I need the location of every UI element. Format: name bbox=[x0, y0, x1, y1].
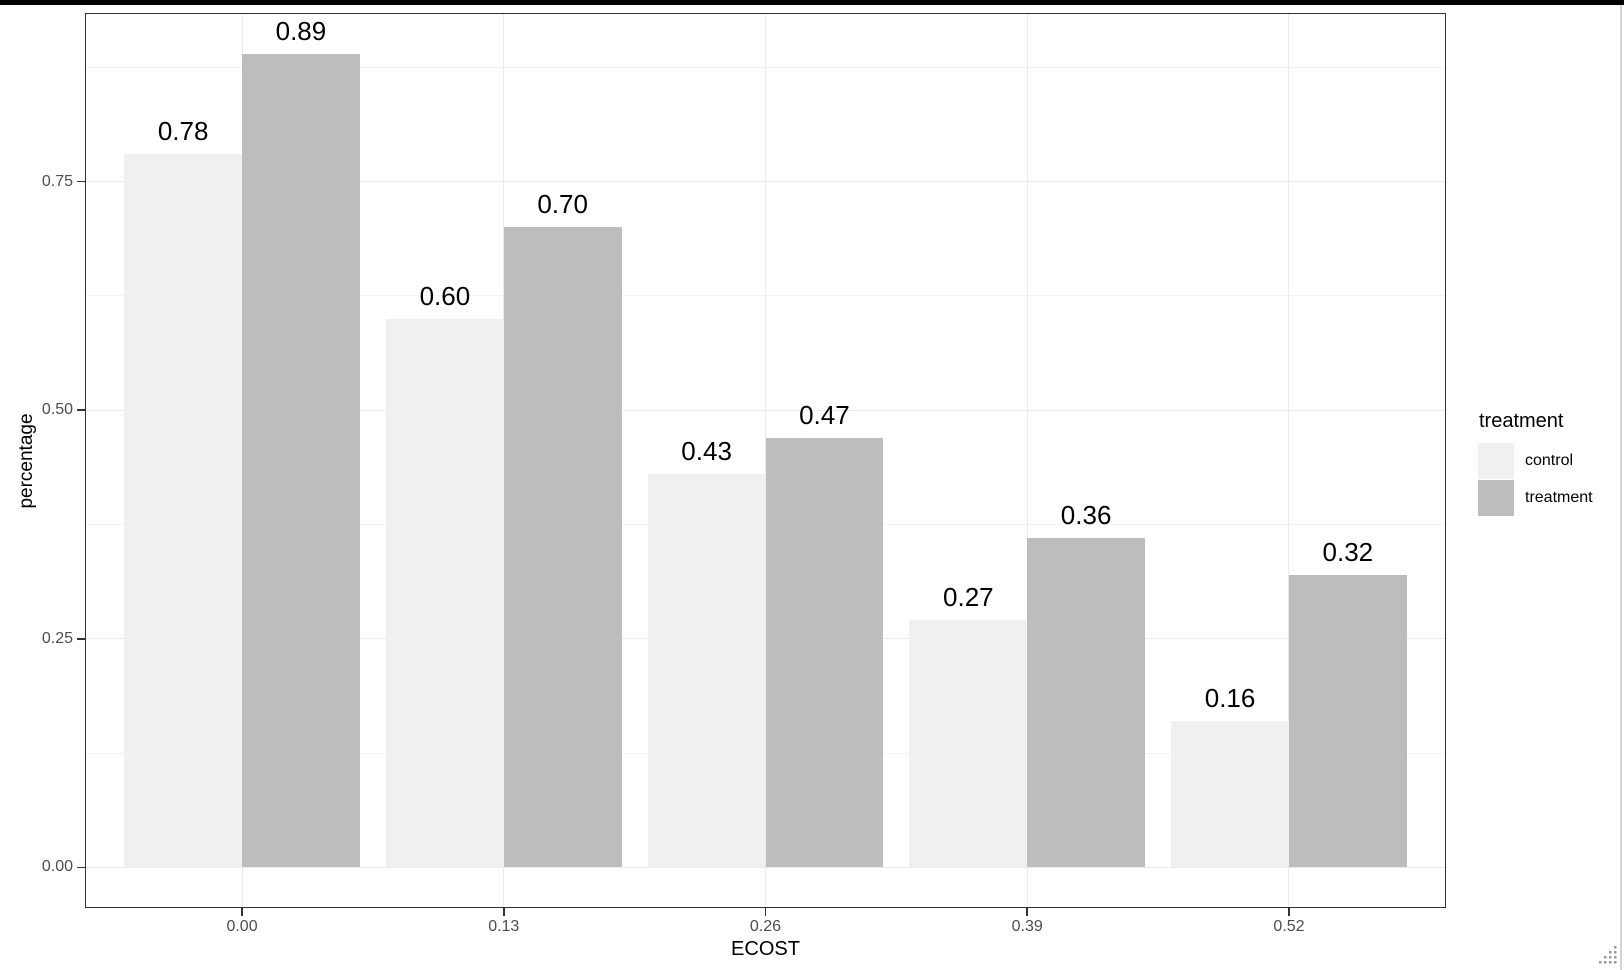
y-tick-mark bbox=[77, 638, 85, 640]
x-tick-label: 0.39 bbox=[1011, 918, 1043, 935]
plot-panel: 0.78 0.60 0.43 0.27 0.16 0.89 0.70 0.47 0.36 0.32 bbox=[85, 13, 1446, 908]
legend-swatch-treatment bbox=[1478, 479, 1514, 516]
legend-entry-control: control bbox=[1478, 442, 1593, 479]
x-axis-title: ECOST bbox=[731, 938, 800, 960]
bar-value-label: 0.70 bbox=[537, 189, 588, 220]
bar-value-label: 0.32 bbox=[1322, 536, 1374, 567]
bar-value-label: 0.60 bbox=[419, 280, 471, 311]
bar-value-label: 0.47 bbox=[799, 399, 850, 430]
bar-value-label: 0.43 bbox=[681, 436, 732, 467]
bar-value-label: 0.36 bbox=[1060, 500, 1112, 531]
x-tick-label: 0.52 bbox=[1273, 918, 1305, 935]
x-tick-mark bbox=[764, 908, 767, 916]
bar-control-0.13 bbox=[385, 318, 504, 868]
bar-control-0.00 bbox=[124, 154, 243, 868]
x-tick-mark bbox=[1026, 908, 1028, 916]
x-tick-label: 0.13 bbox=[488, 918, 520, 935]
bar-control-0.26 bbox=[647, 474, 766, 868]
resize-grip-icon[interactable] bbox=[1599, 946, 1621, 968]
x-tick-mark bbox=[241, 908, 243, 916]
gridline-vertical bbox=[1026, 13, 1028, 908]
legend: treatment control treatment bbox=[1478, 409, 1593, 516]
y-tick-label: 0.50 bbox=[41, 401, 73, 419]
bar-treatment-0.39 bbox=[1027, 538, 1145, 868]
bar-control-0.39 bbox=[909, 620, 1028, 868]
legend-label-control: control bbox=[1525, 451, 1574, 469]
gridline-vertical bbox=[1288, 13, 1290, 908]
pane-right-border bbox=[1620, 5, 1622, 970]
y-axis-title: percentage bbox=[16, 413, 37, 509]
y-tick-label: 0.75 bbox=[41, 172, 73, 190]
bar-treatment-0.52 bbox=[1288, 574, 1407, 868]
legend-entry-treatment: treatment bbox=[1478, 479, 1593, 516]
bar-treatment-0.00 bbox=[242, 53, 360, 868]
legend-title: treatment bbox=[1479, 410, 1564, 432]
y-tick-mark bbox=[77, 180, 85, 183]
legend-label-treatment: treatment bbox=[1525, 488, 1593, 506]
pane-top-border bbox=[0, 0, 1624, 5]
bar-value-label: 0.27 bbox=[943, 582, 994, 613]
y-tick-mark bbox=[77, 866, 85, 869]
x-tick-label: 0.26 bbox=[749, 918, 782, 935]
bar-treatment-0.26 bbox=[765, 437, 884, 868]
x-tick-mark bbox=[503, 908, 505, 916]
x-tick-mark bbox=[1288, 908, 1290, 916]
x-tick-label: 0.00 bbox=[226, 918, 258, 935]
bar-value-label: 0.16 bbox=[1204, 683, 1256, 714]
bar-value-label: 0.78 bbox=[157, 116, 209, 147]
legend-swatch-control bbox=[1478, 442, 1514, 479]
bar-value-label: 0.89 bbox=[275, 15, 327, 46]
y-tick-mark bbox=[77, 409, 85, 411]
bar-treatment-0.13 bbox=[503, 227, 622, 868]
y-tick-label: 0.00 bbox=[41, 858, 73, 876]
bar-control-0.52 bbox=[1171, 721, 1289, 868]
y-tick-label: 0.25 bbox=[41, 629, 73, 647]
